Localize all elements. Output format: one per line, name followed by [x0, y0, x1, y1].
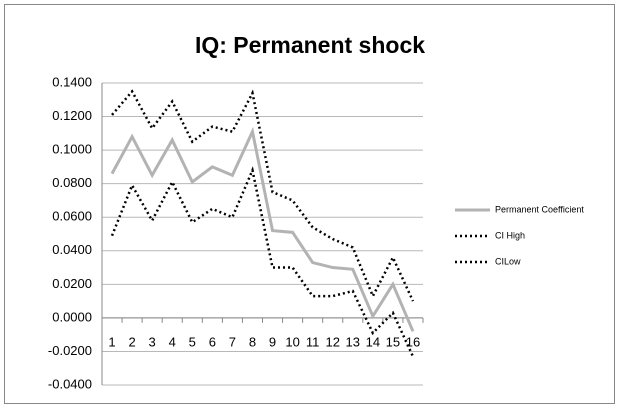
- x-tick-label: 9: [269, 334, 276, 349]
- x-tick-label: 7: [229, 334, 236, 349]
- y-tick-label: 0.1400: [52, 74, 92, 89]
- y-tick-label: 0.0400: [52, 242, 92, 257]
- x-tick-label: 16: [406, 334, 420, 349]
- x-tick-label: 4: [169, 334, 176, 349]
- y-tick-label: -0.0400: [48, 376, 92, 391]
- y-tick-label: 0.0800: [52, 175, 92, 190]
- x-tick-label: 12: [325, 334, 339, 349]
- x-tick-label: 13: [346, 334, 360, 349]
- series-line: [110, 126, 415, 332]
- x-tick-label: 2: [128, 334, 135, 349]
- x-tick-label: 8: [249, 334, 256, 349]
- x-tick-label: 14: [366, 334, 380, 349]
- x-tick-label: 6: [209, 334, 216, 349]
- y-tick-label: 0.0200: [52, 276, 92, 291]
- chart-border: [4, 4, 615, 404]
- series-line: [111, 89, 415, 302]
- x-tick-label: 10: [285, 334, 299, 349]
- x-tick-label: 1: [108, 334, 115, 349]
- x-tick-label: 3: [149, 334, 156, 349]
- y-tick-label: 0.0000: [52, 309, 92, 324]
- legend-label: CI High: [495, 230, 525, 240]
- x-tick-label: 11: [306, 334, 320, 349]
- chart-title: IQ: Permanent shock: [195, 32, 425, 58]
- y-tick-label: 0.1200: [52, 108, 92, 123]
- series-line: [110, 166, 415, 358]
- y-tick-label: 0.1000: [52, 142, 92, 157]
- y-tick-label: -0.0200: [48, 343, 92, 358]
- legend-label: CILow: [495, 256, 521, 266]
- legend-label: Permanent Coefficient: [495, 204, 584, 214]
- y-tick-label: 0.0600: [52, 209, 92, 224]
- x-tick-label: 5: [189, 334, 196, 349]
- x-tick-label: 15: [386, 334, 400, 349]
